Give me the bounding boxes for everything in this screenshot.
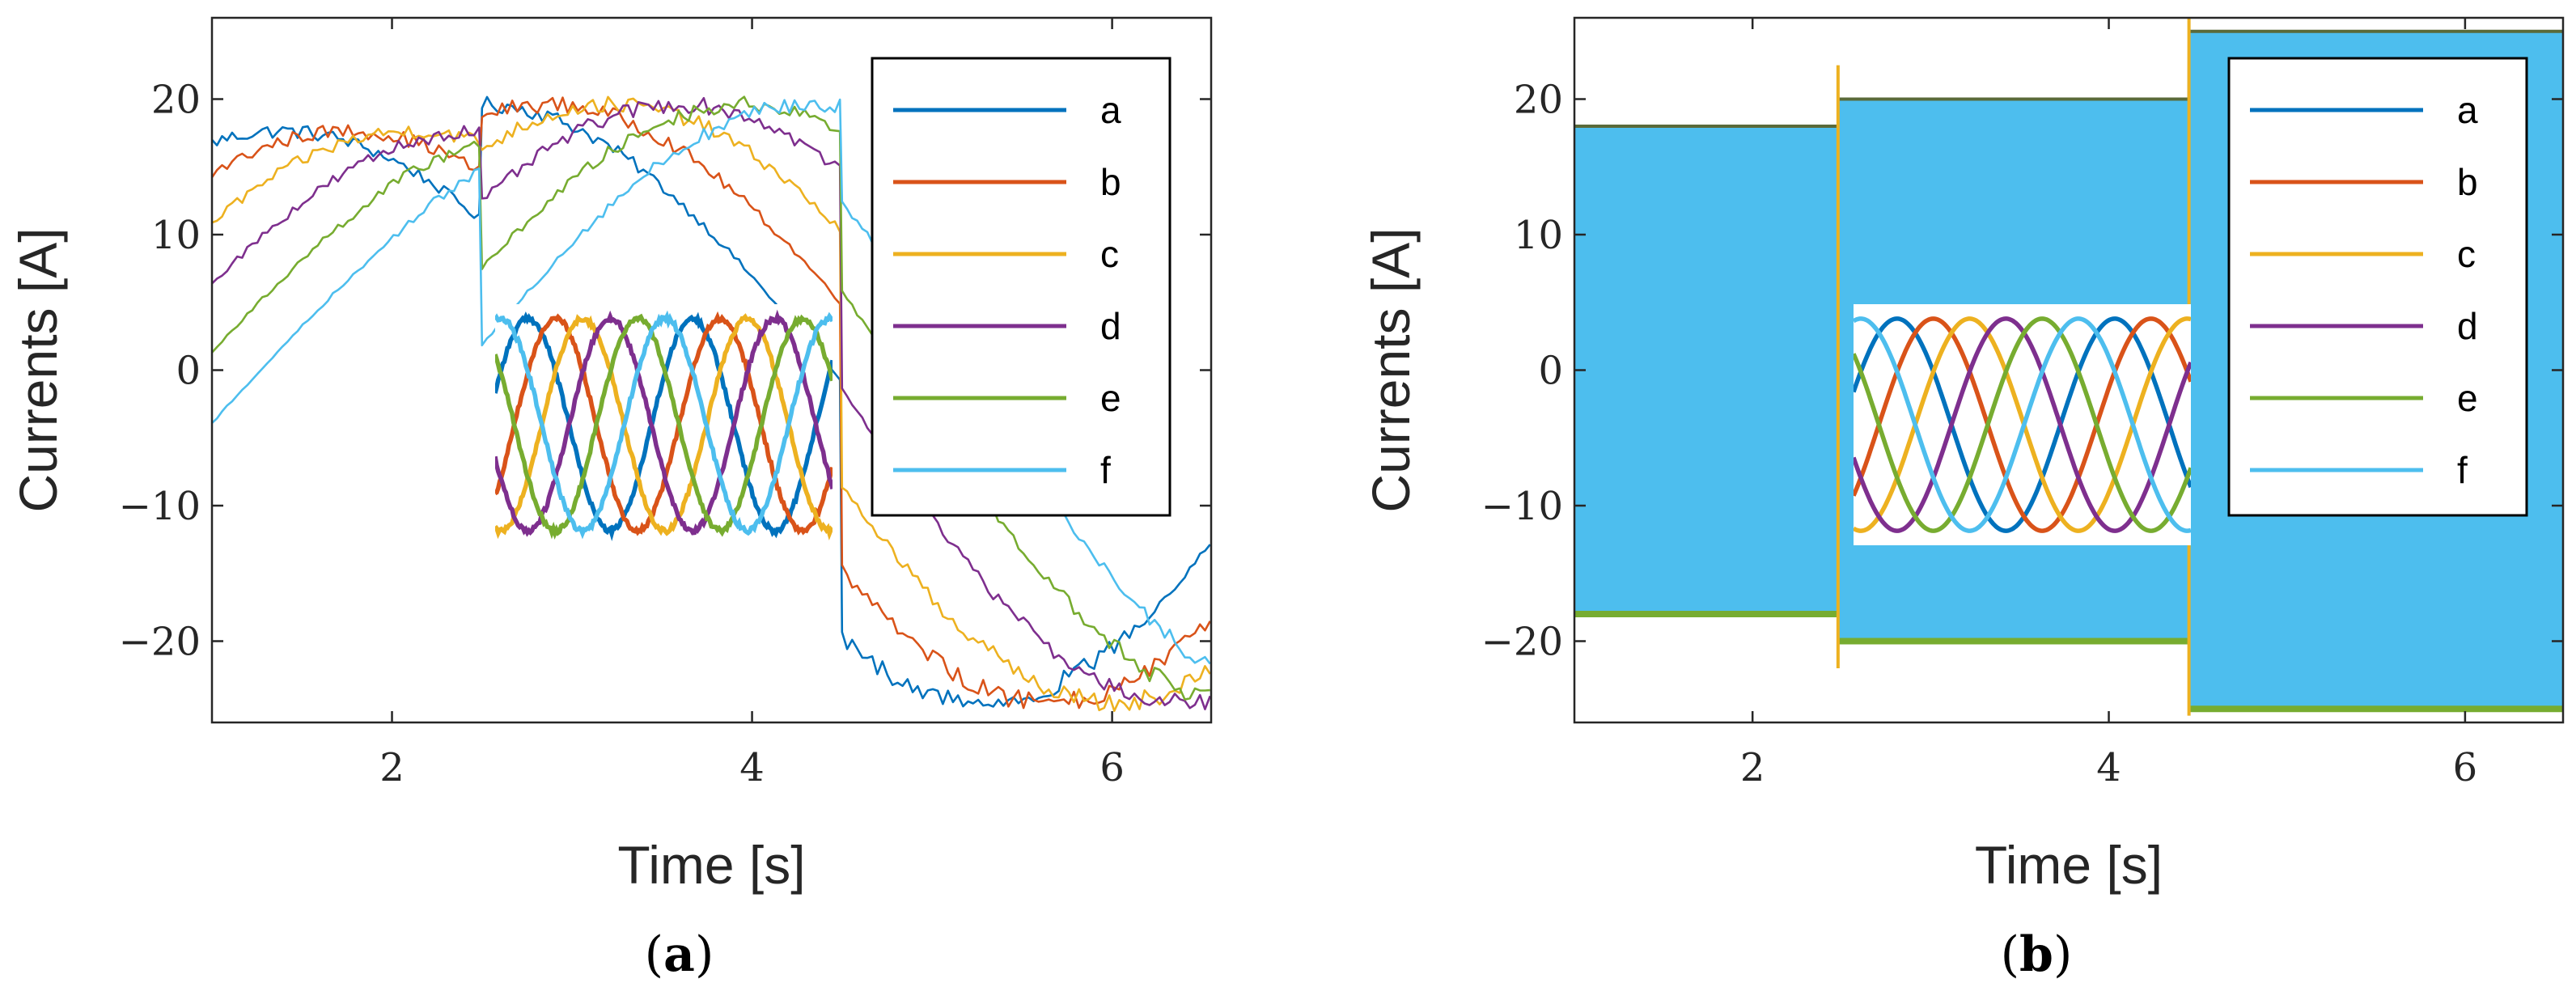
inset-line-c bbox=[495, 313, 833, 541]
inset-line-e bbox=[495, 313, 833, 540]
legend-label-b: b bbox=[1100, 161, 1121, 203]
inset-line-a bbox=[495, 311, 833, 541]
legend-label-f: f bbox=[1100, 449, 1111, 491]
x-tick-label: 2 bbox=[1740, 745, 1765, 790]
y-tick-label: 20 bbox=[1514, 78, 1563, 123]
y-tick-label: 10 bbox=[1514, 213, 1563, 258]
inset-line-f bbox=[495, 310, 833, 540]
panel-label: (a) bbox=[645, 926, 714, 983]
inset-line-a bbox=[1854, 316, 2191, 533]
legend-label-e: e bbox=[2457, 377, 2478, 419]
x-tick-label: 6 bbox=[2453, 745, 2478, 790]
y-tick-label: −10 bbox=[1481, 484, 1563, 529]
legend-label-b: b bbox=[2457, 161, 2478, 203]
legend-label-c: c bbox=[2457, 233, 2476, 275]
inset-line-f bbox=[1854, 316, 2191, 533]
x-tick-label: 6 bbox=[1099, 745, 1125, 790]
legend-label-d: d bbox=[2457, 305, 2478, 347]
legend-label-a: a bbox=[1100, 89, 1121, 131]
legend-label-d: d bbox=[1100, 305, 1121, 347]
y-axis-label: Currents [A] bbox=[1361, 227, 1421, 512]
plot-area bbox=[212, 95, 1211, 713]
inset-box bbox=[495, 304, 833, 545]
inset-line-c bbox=[1854, 316, 2191, 533]
inset-line-e bbox=[1854, 316, 2191, 533]
legend-box bbox=[871, 57, 1171, 517]
legend-box bbox=[2227, 57, 2528, 517]
y-axis-label: Currents [A] bbox=[8, 227, 68, 512]
y-tick-label: 0 bbox=[1538, 349, 1563, 394]
y-tick-label: 0 bbox=[176, 349, 201, 394]
inset-line-d bbox=[495, 309, 833, 537]
chart-panel-a: 2 4 6 20 10 0 −10 −20 Time [s] Currents [A] (a) abc… bbox=[8, 16, 1213, 983]
inset-plot bbox=[1854, 316, 2191, 533]
series-line-c bbox=[212, 95, 1211, 713]
x-tick-label: 4 bbox=[2096, 745, 2121, 790]
inset-line-d bbox=[1854, 316, 2191, 533]
legend-label-f: f bbox=[2457, 449, 2468, 491]
x-tick-label: 2 bbox=[379, 745, 405, 790]
envelope-band bbox=[1574, 126, 1838, 614]
y-tick-label: −20 bbox=[1481, 620, 1563, 665]
y-tick-label: −20 bbox=[119, 620, 201, 665]
series-line-b bbox=[212, 96, 1211, 710]
inset-line-b bbox=[1854, 316, 2191, 533]
chart-panel-b: 2 4 6 20 10 0 −10 −20 Time [s] Currents [A] (b) abc… bbox=[1361, 16, 2565, 983]
inset-plot bbox=[495, 309, 833, 541]
y-tick-label: −10 bbox=[119, 484, 201, 529]
x-axis-label: Time [s] bbox=[1975, 835, 2163, 895]
series-line-e bbox=[212, 95, 1210, 701]
panel-label: (b) bbox=[2001, 926, 2073, 983]
legend-label-a: a bbox=[2457, 89, 2478, 131]
legend-label-e: e bbox=[1100, 377, 1121, 419]
series-line-a bbox=[212, 95, 1211, 708]
y-tick-label: 20 bbox=[151, 78, 201, 123]
x-axis-label: Time [s] bbox=[617, 835, 805, 895]
legend-label-c: c bbox=[1100, 233, 1119, 275]
x-tick-label: 4 bbox=[739, 745, 765, 790]
y-tick-label: 10 bbox=[151, 213, 201, 258]
